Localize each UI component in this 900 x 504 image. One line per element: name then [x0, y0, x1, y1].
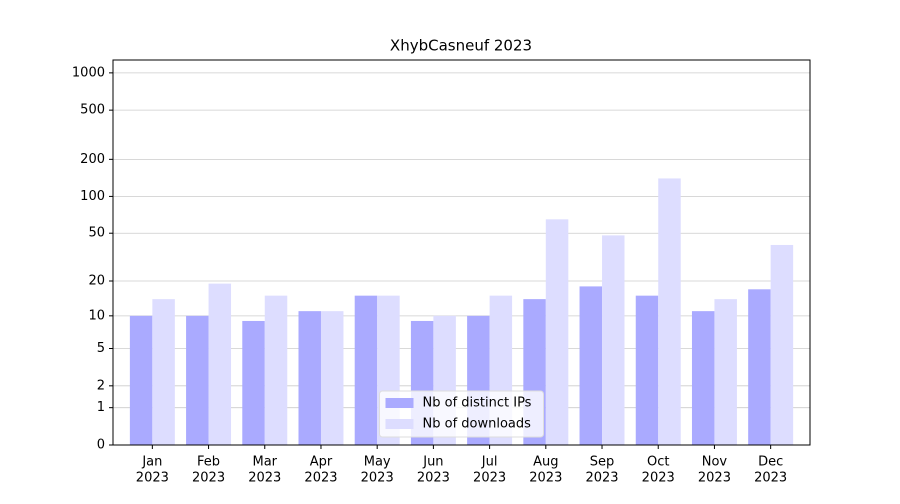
y-tick-label: 2 — [97, 378, 105, 393]
legend-box — [379, 390, 544, 438]
x-tick-label: 2023 — [642, 471, 675, 486]
bar — [714, 299, 737, 445]
bar — [152, 299, 175, 445]
bar — [545, 219, 569, 445]
legend-label: Nb of downloads — [423, 417, 532, 432]
bar — [354, 295, 378, 445]
bar — [242, 320, 265, 445]
bar — [298, 311, 321, 445]
legend: Nb of distinct IPs Nb of downloads — [379, 390, 544, 438]
x-tick-label: 2023 — [698, 471, 731, 486]
plot-frame — [112, 59, 811, 446]
bar — [208, 283, 232, 445]
bar — [691, 311, 715, 445]
legend-label: Nb of distinct IPs — [423, 396, 532, 411]
y-tick-label: 50 — [88, 226, 105, 241]
y-tick-label: 5 — [97, 341, 105, 356]
x-tick-label: 2023 — [136, 471, 169, 486]
x-tick-label: 2023 — [529, 471, 562, 486]
x-tick-label: Nov — [702, 455, 728, 470]
bar — [748, 289, 771, 445]
x-tick-label: 2023 — [304, 471, 337, 486]
legend-swatch — [385, 398, 414, 408]
x-tick-label: 2023 — [585, 471, 618, 486]
bar — [579, 286, 603, 445]
y-tick-label: 0 — [97, 438, 105, 453]
x-tick-label: Mar — [253, 455, 278, 470]
bar — [635, 295, 659, 445]
x-tick-label: Jul — [481, 455, 498, 470]
x-tick-label: 2023 — [192, 471, 225, 486]
x-tick-label: Aug — [533, 455, 558, 470]
chart-title: XhybCasneuf 2023 — [390, 37, 532, 55]
y-tick-label: 1000 — [72, 65, 105, 80]
x-tick-label: 2023 — [473, 471, 506, 486]
x-tick-label: 2023 — [248, 471, 281, 486]
bar — [320, 311, 344, 445]
x-tick-label: Jun — [422, 455, 443, 470]
bar — [186, 315, 209, 445]
x-tick-label: Feb — [197, 455, 220, 470]
y-tick-label: 100 — [80, 189, 105, 204]
bar — [264, 295, 288, 445]
x-tick-label: Jan — [141, 455, 162, 470]
x-tick-label: May — [364, 455, 391, 470]
x-tick-label: Sep — [590, 455, 615, 470]
y-tick-label: 1 — [97, 400, 105, 415]
y-tick-label: 10 — [88, 308, 105, 323]
legend-swatch — [385, 419, 414, 429]
x-tick-label: Apr — [310, 455, 333, 470]
y-tick-label: 200 — [80, 152, 105, 167]
bar — [129, 315, 153, 445]
bar — [770, 244, 794, 445]
x-tick-label: Oct — [647, 455, 669, 470]
y-tick-label: 500 — [80, 103, 105, 118]
bar — [602, 235, 625, 445]
x-tick-label: 2023 — [754, 471, 787, 486]
x-tick-label: Dec — [758, 455, 783, 470]
y-tick-label: 20 — [88, 274, 105, 289]
bar — [658, 178, 681, 445]
x-tick-label: 2023 — [361, 471, 394, 486]
x-tick-label: 2023 — [417, 471, 450, 486]
